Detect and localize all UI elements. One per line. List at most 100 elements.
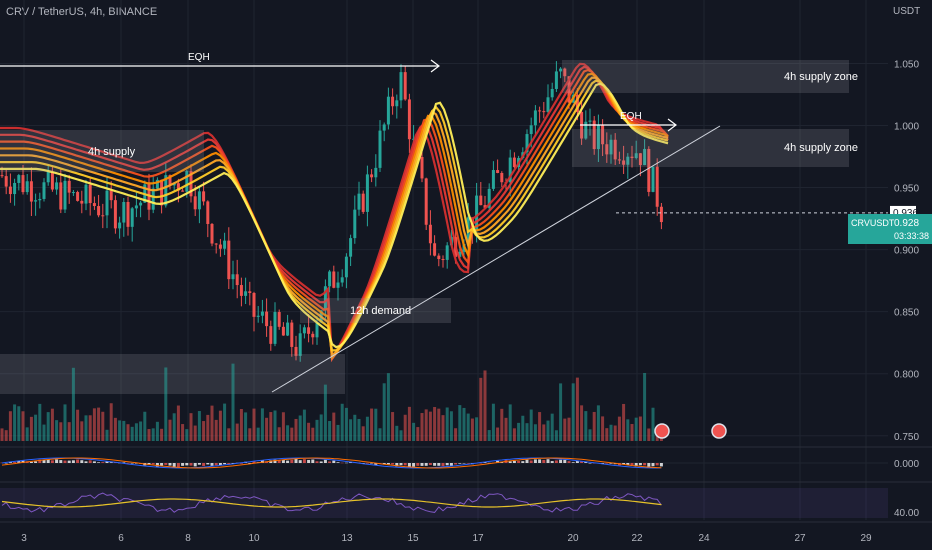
- volume-bar: [420, 413, 424, 441]
- candle-body: [139, 202, 143, 206]
- time-tick-label: 10: [248, 533, 260, 544]
- volume-bar: [479, 377, 483, 441]
- macd-bar: [315, 461, 319, 463]
- candle-body: [357, 193, 361, 210]
- volume-bar: [567, 417, 571, 441]
- macd-bar: [340, 462, 344, 464]
- candle-body: [286, 322, 290, 336]
- candle-body: [160, 179, 164, 206]
- volume-bar: [50, 408, 54, 441]
- volume-bar: [113, 417, 117, 441]
- candle-body: [315, 322, 319, 338]
- candle-body: [659, 206, 663, 223]
- volume-bar: [197, 411, 201, 441]
- macd-bar: [210, 463, 214, 466]
- candle-body: [601, 124, 605, 145]
- candle-body: [164, 175, 168, 206]
- time-tick-label: 13: [341, 533, 353, 544]
- candle-body: [25, 181, 29, 193]
- volume-bar: [281, 412, 285, 441]
- candle-body: [50, 171, 54, 190]
- macd-bar: [67, 460, 71, 463]
- candle-body: [525, 134, 529, 153]
- macd-bar: [399, 463, 403, 466]
- candle-body: [155, 179, 159, 189]
- volume-bar: [361, 426, 365, 441]
- candle-body: [4, 176, 8, 187]
- macd-bar: [239, 463, 243, 464]
- supply-zone-top: [562, 60, 849, 93]
- macd-bar: [609, 463, 613, 464]
- macd-bar: [479, 463, 483, 464]
- volume-bar: [483, 370, 487, 441]
- macd-bar: [281, 459, 285, 463]
- candle-body: [126, 201, 130, 227]
- candle-body: [643, 148, 647, 166]
- candle-body: [193, 196, 197, 210]
- time-tick-label: 20: [567, 533, 579, 544]
- macd-bar: [416, 463, 420, 466]
- candle-body: [101, 215, 105, 217]
- candle-body: [651, 166, 655, 192]
- volume-bar: [134, 423, 138, 441]
- macd-bar: [466, 463, 470, 464]
- volume-bar: [378, 428, 382, 441]
- volume-bar: [487, 430, 491, 441]
- candle-body: [496, 170, 500, 173]
- volume-bar: [605, 428, 609, 441]
- macd-bar: [332, 460, 336, 463]
- macd-bar: [311, 459, 315, 463]
- supply-left-label: 4h supply: [88, 146, 136, 158]
- volume-bar: [80, 421, 84, 441]
- candle-body: [428, 224, 432, 244]
- symbol-title: CRV / TetherUS, 4h, BINANCE: [6, 6, 158, 18]
- volume-bar: [130, 426, 134, 441]
- candle-body: [21, 175, 25, 193]
- candle-body: [626, 156, 630, 165]
- macd-bar: [407, 463, 411, 467]
- macd-bar: [328, 461, 332, 463]
- volume-bar: [67, 422, 71, 441]
- candle-body: [92, 203, 96, 207]
- candle-body: [533, 110, 537, 126]
- macd-bar: [445, 463, 449, 466]
- volume-bar: [21, 411, 25, 441]
- volume-bar: [496, 427, 500, 441]
- macd-bar: [655, 463, 659, 466]
- candle-body: [655, 166, 659, 207]
- candle-body: [395, 100, 399, 107]
- macd-bar: [214, 463, 218, 466]
- volume-bar: [529, 409, 533, 441]
- macd-bar: [521, 461, 525, 463]
- demand-zone: [300, 298, 451, 323]
- candle-body: [613, 139, 617, 160]
- macd-bar: [571, 462, 575, 463]
- volume-bar: [588, 429, 592, 441]
- candle-body: [353, 209, 357, 239]
- candle-body: [185, 171, 189, 192]
- candle-body: [71, 192, 75, 194]
- volume-bar: [176, 405, 180, 441]
- macd-bar: [512, 460, 516, 463]
- candle-body: [118, 222, 122, 229]
- candle-body: [63, 180, 67, 210]
- macd-bar: [38, 459, 42, 463]
- macd-bar: [17, 460, 21, 463]
- candle-body: [483, 205, 487, 208]
- candle-body: [647, 148, 651, 192]
- volume-bar: [193, 425, 197, 441]
- macd-bar: [181, 463, 185, 466]
- volume-bar: [340, 403, 344, 441]
- volume-bar: [512, 428, 516, 441]
- candle-body: [529, 125, 533, 135]
- eqh-arrow-2: [667, 118, 677, 132]
- volume-bar: [395, 425, 399, 441]
- candle-body: [244, 291, 248, 296]
- price-tick-label: 1.050: [894, 59, 919, 70]
- macd-bar: [50, 460, 54, 463]
- volume-bar: [8, 411, 12, 441]
- candle-body: [214, 243, 218, 245]
- event-marker: [711, 423, 727, 439]
- candle-body: [252, 292, 256, 317]
